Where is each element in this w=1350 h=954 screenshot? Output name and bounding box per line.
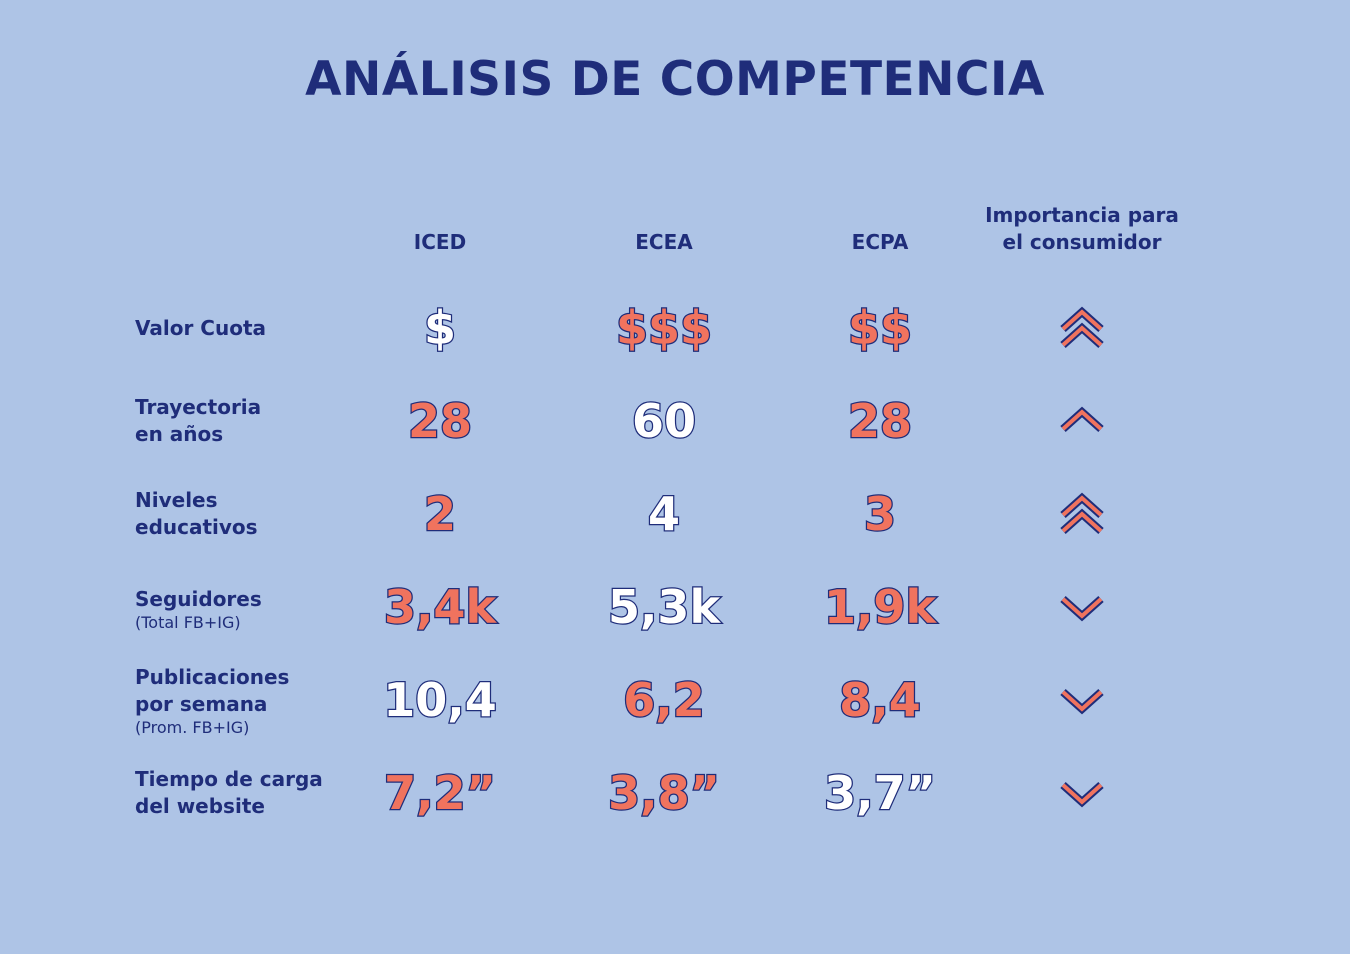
value-cell-ecpa: $$ <box>847 300 914 357</box>
value-cell-iced: $ <box>423 300 458 357</box>
row-label-subtitle: (Prom. FB+IG) <box>135 718 250 737</box>
column-header-importance: Importancia para el consumidor <box>962 202 1202 256</box>
value-cell-ecpa: 3 <box>863 486 898 543</box>
chevron-down-icon <box>1057 675 1107 725</box>
value-cell-ecea: 6,2 <box>622 672 706 729</box>
row-label: Tiempo de carga del website <box>135 766 355 820</box>
row-label: Publicaciones por semana (Prom. FB+IG) <box>135 664 355 737</box>
row-label-text: Trayectoria en años <box>135 395 262 446</box>
double-chevron-up-icon <box>1057 489 1107 539</box>
chevron-up-icon <box>1057 396 1107 446</box>
chevron-down-icon <box>1057 768 1107 818</box>
value-cell-ecea: 60 <box>631 393 698 450</box>
value-cell-iced: 2 <box>423 486 458 543</box>
row-label-text: Valor Cuota <box>135 316 267 340</box>
importance-header-line-2: el consumidor <box>1002 230 1162 254</box>
row-label-text: Publicaciones por semana <box>135 665 290 716</box>
row-label: Valor Cuota <box>135 315 355 342</box>
value-cell-iced: 28 <box>407 393 474 450</box>
value-cell-ecpa: 3,7” <box>823 765 937 822</box>
value-cell-ecea: 3,8” <box>607 765 721 822</box>
value-cell-iced: 3,4k <box>383 579 498 636</box>
row-label-subtitle: (Total FB+IG) <box>135 613 241 632</box>
value-cell-ecpa: 8,4 <box>838 672 922 729</box>
row-label: Niveles educativos <box>135 487 355 541</box>
row-label-text: Tiempo de carga del website <box>135 767 323 818</box>
column-header-ecea: ECEA <box>635 230 693 254</box>
chevron-down-icon <box>1057 582 1107 632</box>
value-cell-ecpa: 1,9k <box>823 579 938 636</box>
row-label-text: Seguidores <box>135 587 262 611</box>
importance-header-line-1: Importancia para <box>985 203 1179 227</box>
column-header-iced: ICED <box>413 230 467 254</box>
double-chevron-up-icon <box>1057 303 1107 353</box>
value-cell-ecea: 4 <box>647 486 682 543</box>
value-cell-ecpa: 28 <box>847 393 914 450</box>
row-label: Seguidores (Total FB+IG) <box>135 586 355 632</box>
row-label-text: Niveles educativos <box>135 488 258 539</box>
column-header-ecpa: ECPA <box>851 230 909 254</box>
value-cell-ecea: $$$ <box>615 300 714 357</box>
value-cell-iced: 10,4 <box>382 672 498 729</box>
row-label: Trayectoria en años <box>135 394 355 448</box>
page-title: ANÁLISIS DE COMPETENCIA <box>305 52 1045 107</box>
value-cell-ecea: 5,3k <box>607 579 722 636</box>
value-cell-iced: 7,2” <box>383 765 497 822</box>
